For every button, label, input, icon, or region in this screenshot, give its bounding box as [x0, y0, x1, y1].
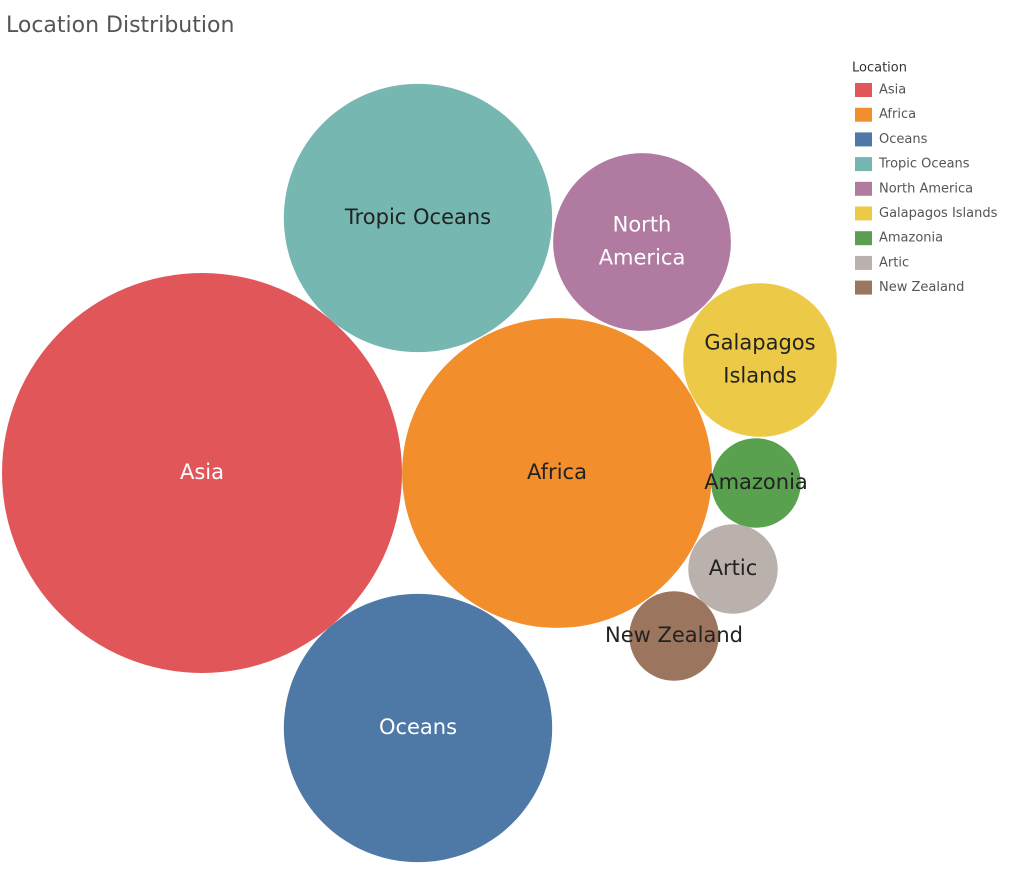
bubble-label: Artic	[709, 556, 758, 580]
bubble	[629, 591, 719, 681]
bubble-label: Asia	[180, 460, 224, 484]
bubble-label: New Zealand	[605, 623, 743, 647]
bubble-label: North America	[599, 213, 686, 270]
bubble	[2, 273, 402, 673]
chart-title: Location Distribution	[6, 13, 234, 38]
bubble-label: Amazonia	[704, 470, 808, 494]
legend-title: Location	[852, 61, 907, 76]
bubble	[711, 438, 801, 528]
bubble	[553, 153, 731, 331]
legend-label: Oceans	[879, 132, 928, 147]
legend-label: Tropic Oceans	[878, 157, 970, 172]
bubble	[283, 593, 553, 863]
bubble	[688, 524, 778, 614]
legend-swatch	[855, 132, 872, 147]
legend-swatch	[855, 83, 872, 97]
legend-swatch	[855, 157, 872, 172]
bubble-label: Oceans	[379, 715, 457, 739]
legend-label: Asia	[879, 83, 906, 98]
legend-label: Africa	[879, 107, 916, 122]
legend-label: Amazonia	[879, 231, 943, 246]
bubble-label: Tropic Oceans	[344, 205, 491, 229]
legend-label: North America	[879, 181, 973, 196]
legend-swatch	[855, 181, 872, 196]
legend-swatch	[855, 280, 872, 295]
legend-swatch	[855, 255, 872, 270]
legend-swatch	[855, 107, 872, 122]
legend-label: Artic	[879, 255, 909, 270]
bubble	[283, 83, 553, 353]
legend-label: Galapagos Islands	[879, 206, 998, 221]
legend-swatch	[855, 231, 872, 246]
bubble-label: Galapagos Islands	[704, 331, 815, 388]
bubble	[402, 318, 712, 628]
bubble	[683, 283, 837, 437]
bubble-label: Africa	[527, 460, 587, 484]
legend-swatch	[855, 206, 872, 221]
legend-label: New Zealand	[879, 280, 964, 295]
